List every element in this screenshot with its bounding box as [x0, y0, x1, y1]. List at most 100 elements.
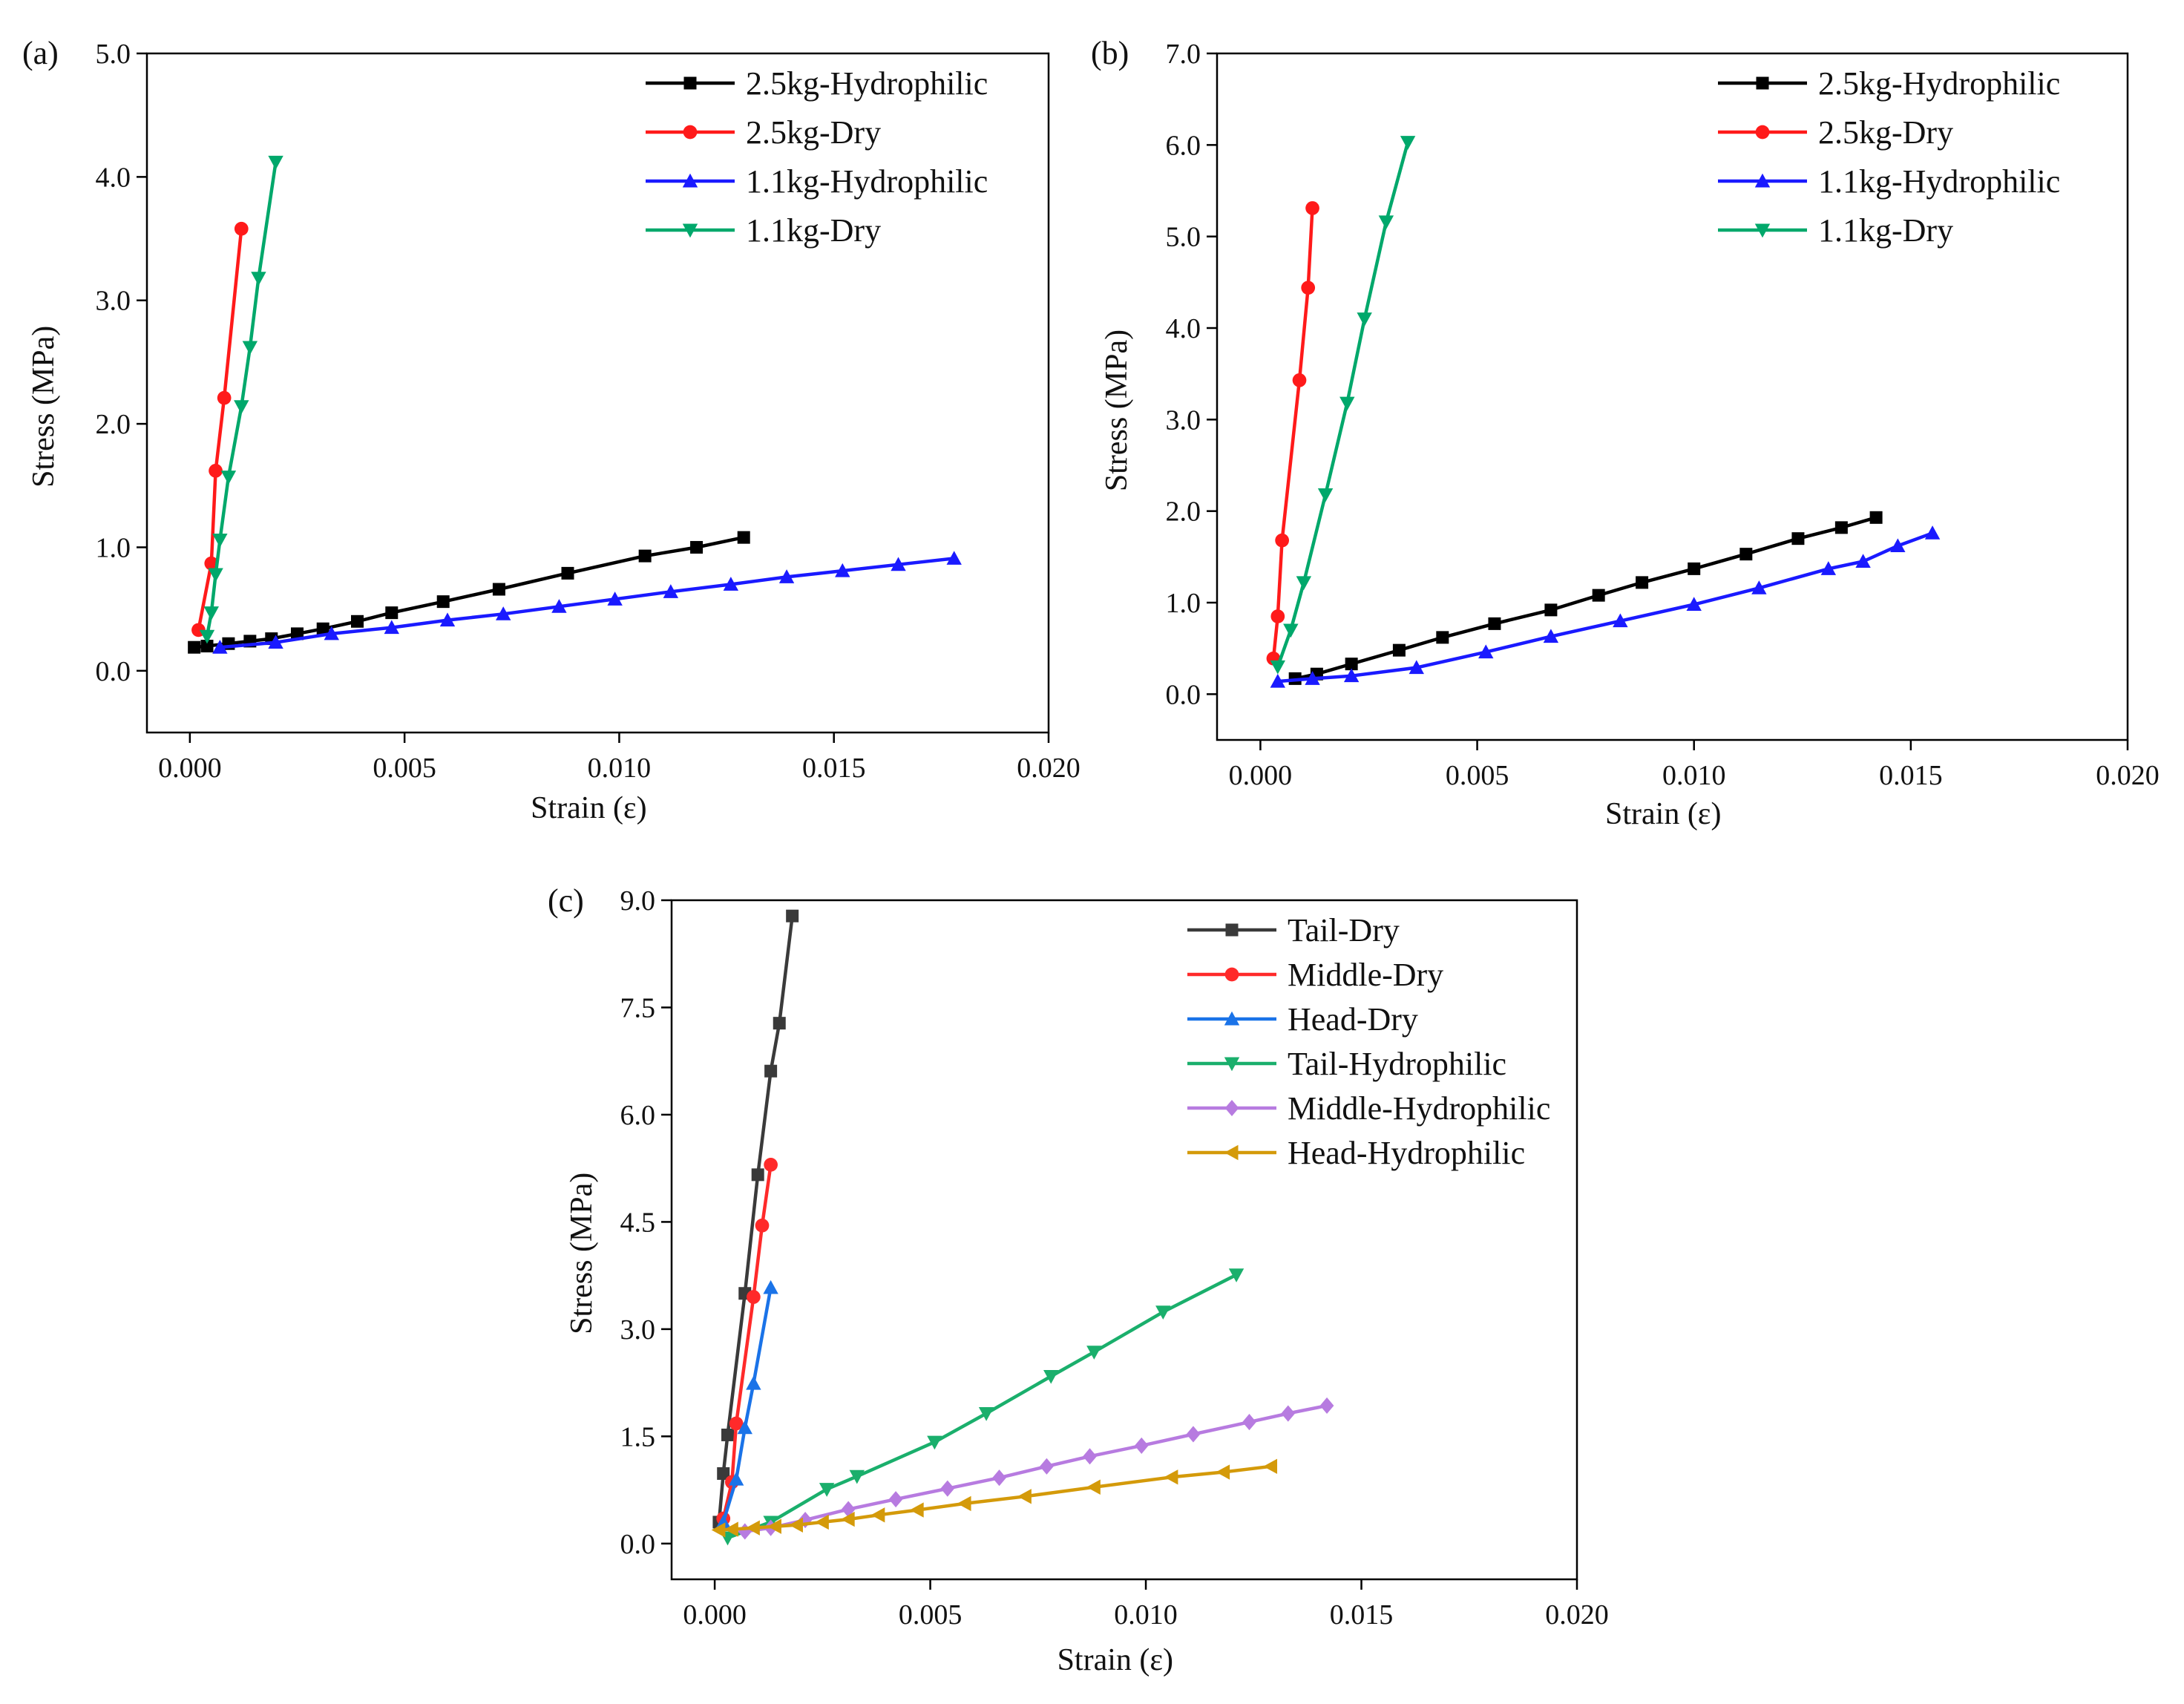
panel-c: 0.000 0.005 0.010 0.015 0.020 0.0 1.5 3.0 4.5 6.0… — [548, 882, 1609, 1677]
data-point — [747, 1290, 761, 1304]
y-tick-label: 2.0 — [96, 409, 131, 440]
data-point — [212, 533, 228, 548]
data-point — [316, 622, 329, 635]
data-point — [1216, 1464, 1230, 1480]
data-point — [1043, 1369, 1059, 1384]
data-point — [217, 390, 232, 405]
x-tick-label: 0.020 — [1545, 1599, 1609, 1631]
legend-label: Head-Hydrophilic — [1288, 1135, 1525, 1171]
legend-marker — [1224, 1099, 1239, 1117]
data-point — [1155, 1305, 1171, 1320]
x-tick-label: 0.010 — [1114, 1599, 1178, 1631]
data-point — [561, 566, 574, 580]
series-line — [744, 1403, 1328, 1533]
legend-label: 2.5kg-Dry — [746, 114, 881, 151]
data-point — [1345, 658, 1358, 671]
data-point — [764, 1158, 778, 1172]
data-point — [209, 463, 223, 478]
panel-b: 0.000 0.005 0.010 0.015 0.020 0.0 1.0 2.0 3.0 4.0… — [1091, 35, 2160, 831]
data-point — [200, 640, 214, 653]
data-point — [891, 557, 906, 571]
data-point — [724, 1521, 738, 1537]
data-point — [746, 1375, 761, 1390]
panel-label: (b) — [1091, 35, 1129, 71]
legend-marker — [683, 76, 697, 90]
data-point — [711, 1522, 726, 1538]
data-point — [1319, 1397, 1334, 1415]
x-tick-label: 0.000 — [1229, 760, 1293, 791]
data-point — [663, 584, 679, 598]
y-tick-label: 4.0 — [96, 162, 131, 193]
data-point — [1636, 576, 1649, 589]
legend-label: Tail-Dry — [1288, 912, 1400, 948]
plot-frame — [1216, 52, 2129, 741]
data-point — [789, 1517, 803, 1533]
data-point — [1592, 589, 1605, 602]
series-Middle-Hydrophilic — [738, 1397, 1334, 1540]
data-point — [1820, 561, 1837, 575]
data-point — [1263, 1458, 1278, 1475]
data-point — [496, 606, 511, 620]
series-line — [1277, 531, 1933, 684]
legend-label: 1.1kg-Dry — [1818, 212, 1953, 249]
data-point — [940, 1480, 955, 1497]
data-point — [717, 1467, 730, 1480]
x-tick-label: 0.005 — [899, 1599, 963, 1631]
data-point — [234, 221, 249, 236]
data-point — [746, 1520, 760, 1536]
legend-marker — [682, 173, 698, 188]
data-point — [208, 568, 223, 583]
x-tick-label: 0.015 — [802, 753, 866, 784]
series-line — [721, 1164, 773, 1519]
data-point — [1488, 617, 1501, 630]
legend-label: Middle-Dry — [1288, 957, 1443, 993]
x-tick-label: 0.005 — [373, 753, 436, 784]
plot-frame — [670, 899, 1578, 1581]
data-point — [738, 1523, 752, 1540]
data-point — [251, 272, 266, 286]
data-point — [1292, 373, 1307, 387]
data-point — [1305, 201, 1319, 215]
panel-label: (c) — [548, 882, 584, 919]
data-point — [638, 549, 652, 563]
data-point — [1357, 312, 1372, 327]
series-1.1kg-Hydrophilic — [1270, 525, 1941, 688]
y-tick-label: 3.0 — [1166, 404, 1201, 436]
legend-label: Head-Dry — [1288, 1001, 1418, 1038]
panel-label: (a) — [22, 35, 59, 71]
series-line — [1271, 208, 1314, 659]
data-point — [721, 1428, 735, 1441]
y-tick-label: 6.0 — [620, 1100, 656, 1131]
y-tick-label: 7.0 — [1166, 39, 1201, 70]
data-point — [204, 556, 219, 571]
data-point — [1317, 488, 1334, 502]
y-tick-label: 0.0 — [1166, 679, 1201, 710]
data-point — [1686, 597, 1702, 611]
data-point — [1400, 136, 1416, 150]
legend-marker — [1225, 923, 1239, 937]
x-tick-label: 0.005 — [1446, 760, 1509, 791]
data-point — [1855, 554, 1871, 568]
y-tick-label: 3.0 — [96, 286, 131, 317]
series-Head-Dry — [715, 1279, 778, 1529]
series-line — [1276, 142, 1410, 668]
series-line — [1294, 516, 1877, 681]
data-point — [737, 1420, 752, 1435]
plot-frame — [145, 52, 1050, 734]
x-axis-title: Strain (ε) — [1605, 797, 1721, 831]
data-point — [1688, 562, 1701, 575]
data-point — [1017, 1489, 1032, 1504]
data-point — [1869, 511, 1883, 524]
legend-marker — [1224, 1057, 1240, 1072]
data-point — [384, 620, 399, 635]
series-Tail-Hydrophilic — [720, 1268, 1245, 1546]
data-point — [439, 612, 456, 627]
data-point — [1343, 668, 1360, 683]
data-point — [199, 629, 215, 644]
series-Tail-Dry — [712, 909, 799, 1529]
data-point — [1040, 1458, 1054, 1475]
data-point — [1275, 533, 1289, 548]
data-point — [815, 1514, 829, 1530]
data-point — [1296, 576, 1312, 591]
data-point — [957, 1495, 971, 1512]
